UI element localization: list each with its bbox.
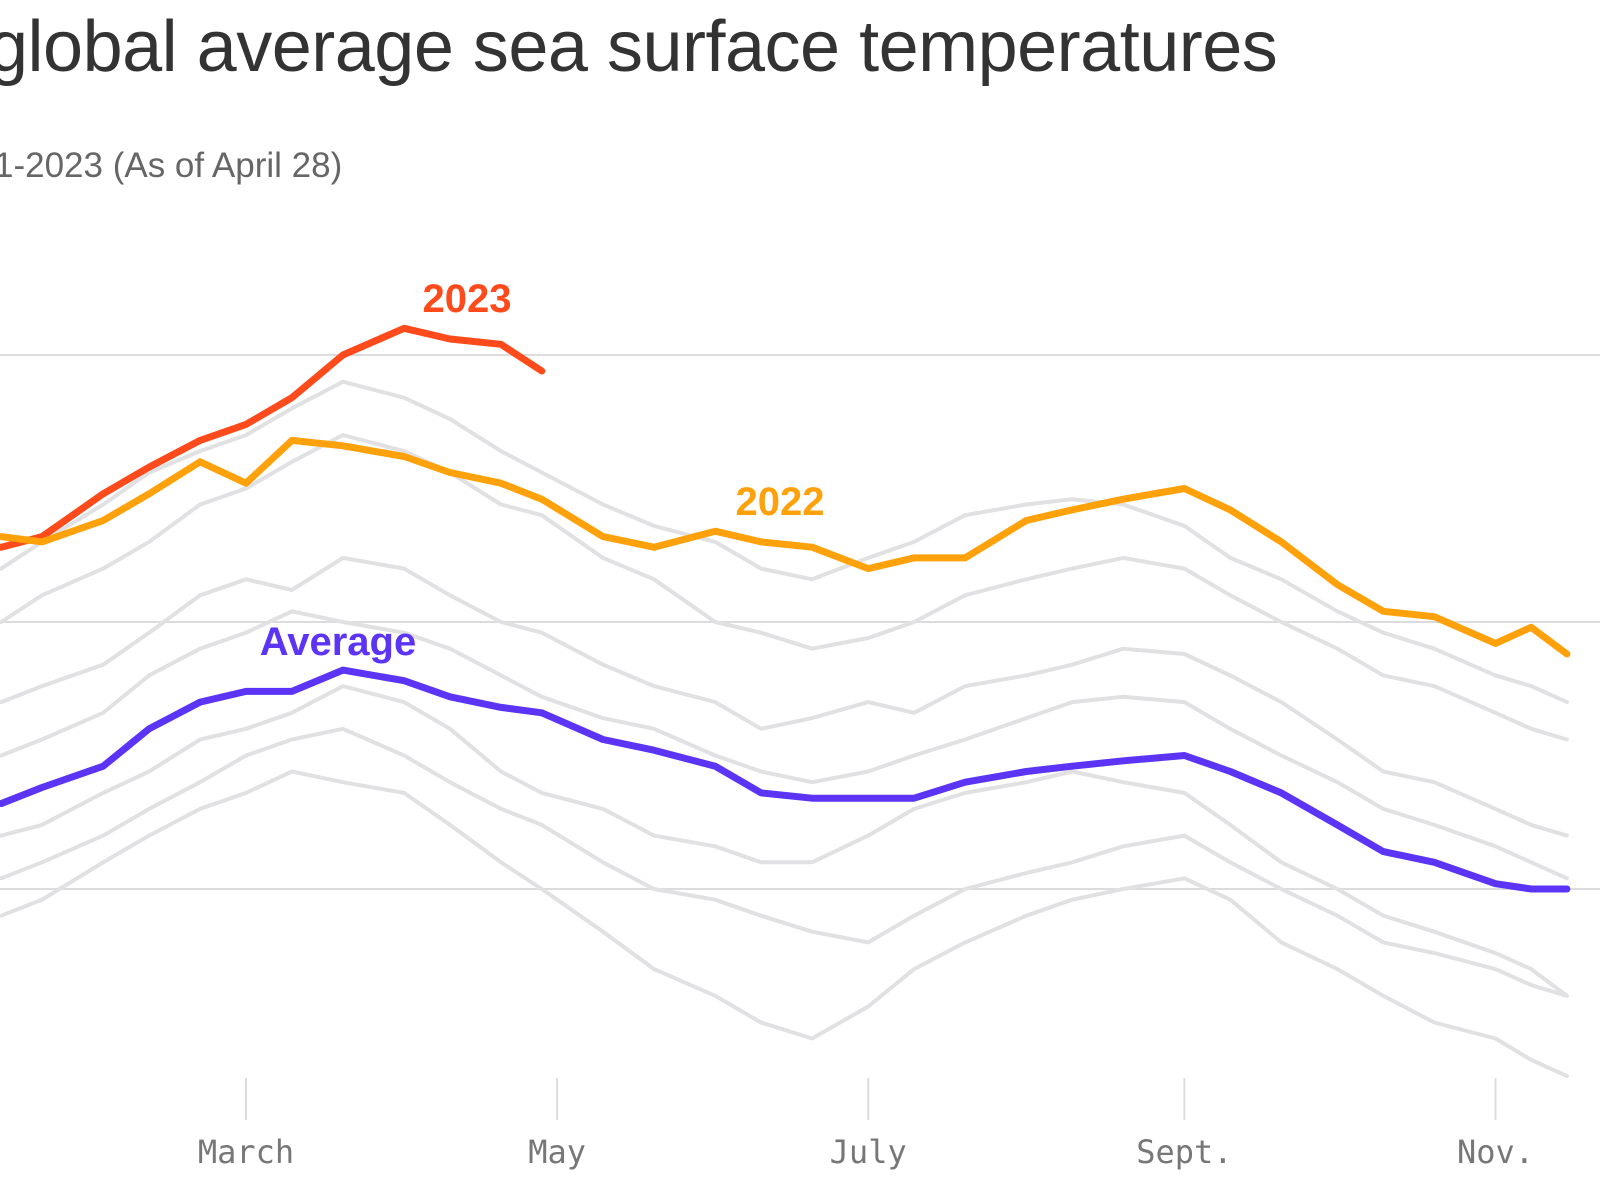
x-tick-label: Nov.: [1457, 1133, 1534, 1171]
label-average: Average: [260, 620, 416, 664]
series-line-average: [0, 666, 1571, 893]
label-2023: 2023: [423, 277, 512, 321]
series-line-other-year: [0, 433, 1569, 742]
series-line-other-year: [0, 726, 1569, 998]
series-line-other-year: [0, 769, 1569, 1078]
series-line-other-year: [0, 379, 1569, 705]
series-line-other-year: [0, 555, 1569, 838]
x-tick-label: May: [528, 1133, 586, 1171]
chart-subtitle: 1-2023 (As of April 28): [0, 146, 343, 185]
series-line-other-year: [0, 684, 1569, 998]
label-2022: 2022: [736, 480, 825, 524]
x-tick-label: Sept.: [1136, 1133, 1232, 1171]
series-line-2022: [0, 436, 1571, 658]
series-line-2023: [0, 324, 546, 551]
series-line-other-year: [0, 609, 1569, 881]
chart-title: global average sea surface temperatures: [0, 7, 1278, 87]
x-tick-label: July: [830, 1133, 907, 1171]
x-tick-label: March: [198, 1133, 294, 1171]
